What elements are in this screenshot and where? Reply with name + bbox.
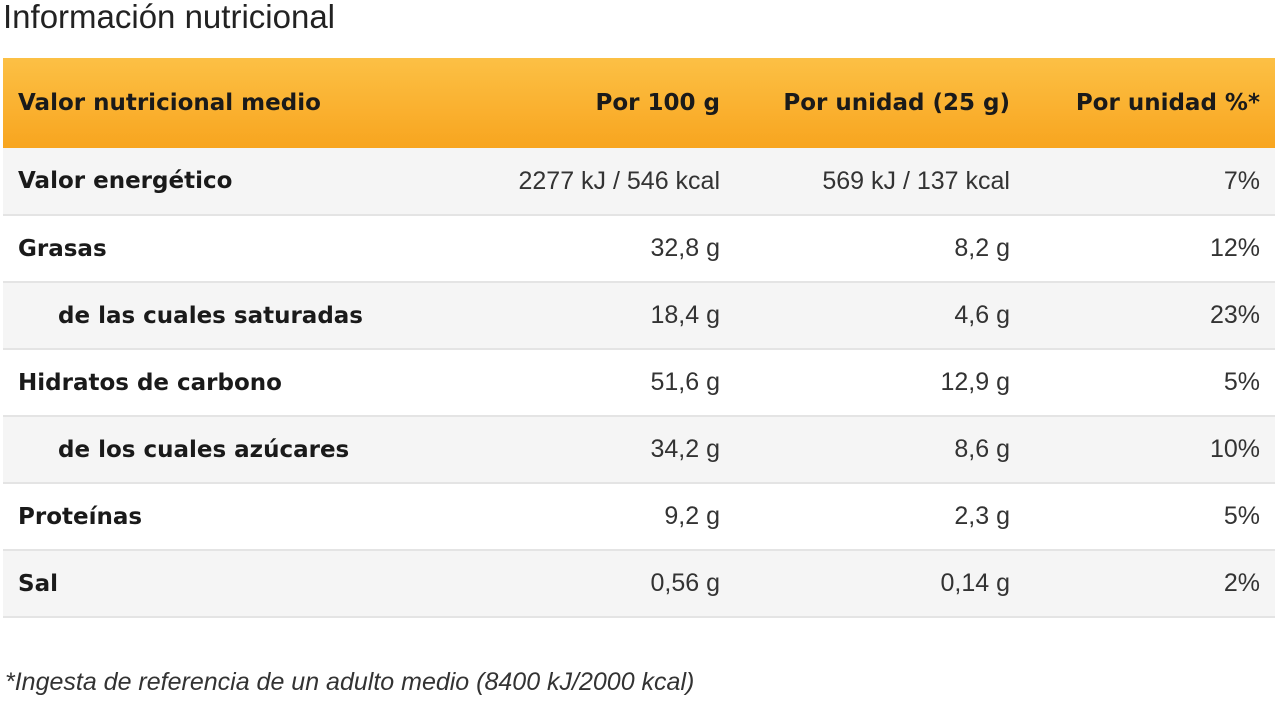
nutrition-table: Valor nutricional medio Por 100 g Por unid…	[3, 58, 1275, 618]
header-row: Valor nutricional medio Por 100 g Por unid…	[3, 58, 1275, 148]
value-cell: 2277 kJ / 546 kcal	[518, 166, 720, 195]
value-cell: 9,2 g	[664, 502, 720, 530]
table-row: Hidratos de carbono 51,6 g 12,9 g 5%	[3, 349, 1275, 416]
value-cell: 18,4 g	[650, 301, 720, 329]
value-cell: 0,56 g	[650, 569, 720, 597]
value-cell: 5%	[1223, 368, 1260, 396]
value-cell: 12,9 g	[940, 368, 1010, 396]
value-cell: 2%	[1223, 569, 1260, 597]
table-row: de las cuales saturadas 18,4 g 4,6 g 23%	[3, 282, 1275, 349]
nutrient-label: Hidratos de carbono	[18, 369, 282, 396]
value-cell: 12%	[1209, 234, 1260, 262]
header-cell: Por unidad (25 g)	[783, 90, 1010, 116]
nutrient-label: de los cuales azúcares	[58, 436, 350, 463]
value-cell: 8,2 g	[954, 234, 1010, 262]
value-cell: 51,6 g	[650, 368, 720, 396]
table-header: Valor nutricional medio Por 100 g Por unid…	[3, 58, 1275, 148]
nutrient-label: Sal	[18, 570, 58, 597]
value-cell: 569 kJ / 137 kcal	[822, 166, 1010, 195]
value-cell: 10%	[1209, 435, 1260, 463]
table-row: Valor energético 2277 kJ / 546 kcal 569 kJ…	[3, 148, 1275, 215]
table-row: de los cuales azúcares 34,2 g 8,6 g 10%	[3, 416, 1275, 483]
value-cell: 8,6 g	[954, 435, 1010, 463]
value-cell: 0,14 g	[940, 569, 1010, 597]
header-cell: Valor nutricional medio	[18, 90, 321, 116]
nutrient-label: Valor energético	[18, 168, 233, 194]
value-cell: 34,2 g	[650, 435, 720, 463]
header-cell: Por 100 g	[595, 90, 721, 116]
footnote: *Ingesta de referencia de un adulto medi…	[5, 668, 695, 696]
table-row: Grasas 32,8 g 8,2 g 12%	[3, 215, 1275, 282]
title: Información nutricional	[3, 0, 335, 35]
value-cell: 5%	[1223, 502, 1260, 530]
nutrient-label: Proteínas	[18, 503, 143, 530]
value-cell: 7%	[1223, 166, 1260, 195]
value-cell: 2,3 g	[954, 502, 1010, 530]
value-cell: 4,6 g	[954, 301, 1010, 329]
header-cell: Por unidad %*	[1075, 90, 1260, 116]
value-cell: 32,8 g	[650, 234, 720, 262]
table-row: Proteínas 9,2 g 2,3 g 5%	[3, 483, 1275, 550]
nutrient-label: de las cuales saturadas	[58, 302, 363, 329]
table-row: Sal 0,56 g 0,14 g 2%	[3, 550, 1275, 617]
nutrient-label: Grasas	[18, 235, 107, 262]
table-body: Valor energético 2277 kJ / 546 kcal 569 kJ…	[3, 148, 1275, 617]
value-cell: 23%	[1209, 301, 1260, 329]
